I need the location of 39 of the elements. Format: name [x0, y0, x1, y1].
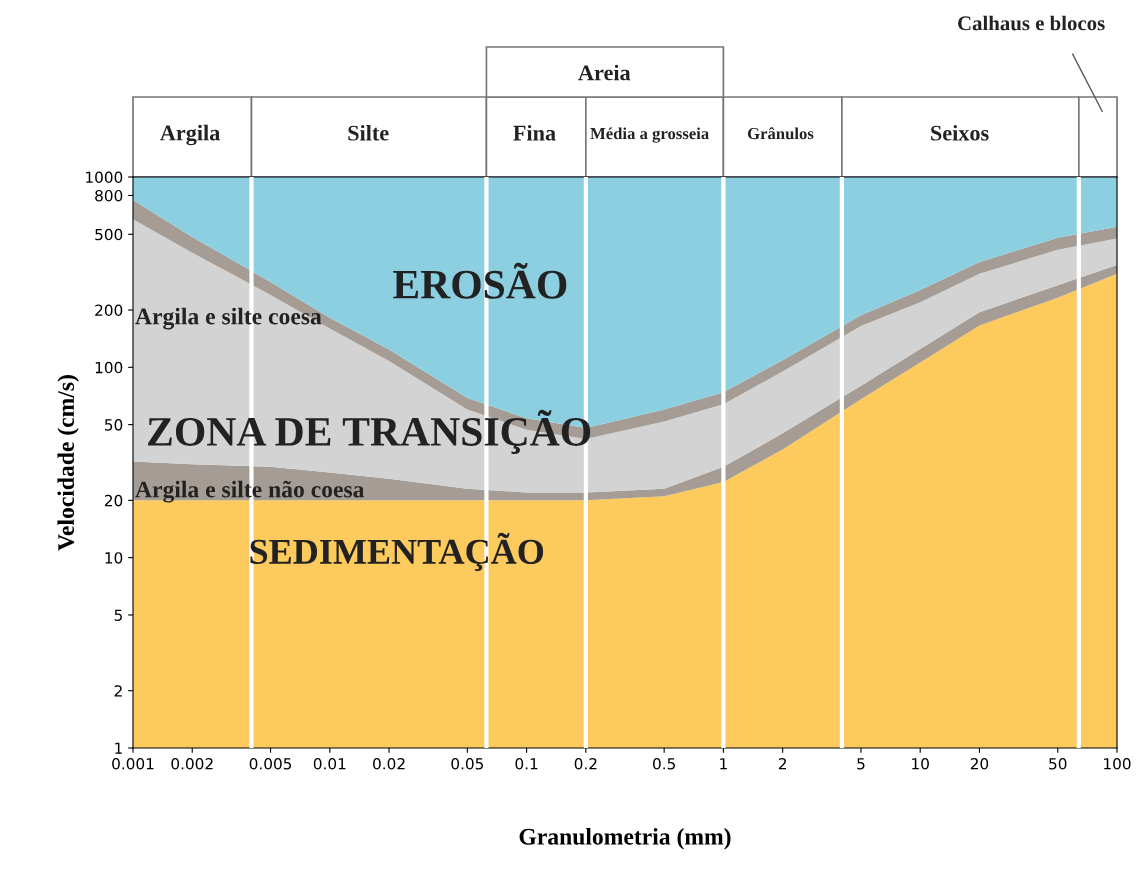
annotation: Argila e silte coesa	[135, 307, 322, 330]
y-tick-label: 800	[95, 189, 123, 202]
y-tick-label: 5	[114, 609, 122, 621]
y-tick-label: 1000	[86, 171, 123, 184]
text: Argila	[160, 124, 220, 146]
x-tick-label: 20	[970, 757, 989, 770]
text: Silte	[348, 124, 389, 141]
x-tick-label: 1	[720, 758, 727, 770]
y-tick-label: 10	[105, 552, 123, 564]
x-tick-label: 5	[857, 758, 865, 770]
text: Grânulos	[747, 127, 814, 140]
text: Calhaus e blocos	[958, 15, 1105, 31]
annotation: ZONA DE TRANSIÇÃO	[148, 409, 591, 455]
x-tick-label: 0.02	[373, 757, 405, 770]
text: Fina	[513, 124, 556, 141]
x-tick-label: 0.002	[171, 757, 213, 770]
x-tick-label: 0.01	[313, 757, 346, 770]
y-tick-label: 2	[114, 685, 122, 697]
x-tick-label: 0.05	[451, 757, 484, 770]
x-tick-label: 0.005	[249, 757, 292, 770]
y-tick-label: 20	[104, 494, 123, 507]
x-tick-label: 0.1	[515, 757, 538, 770]
text: Média a grosseia	[590, 127, 709, 143]
y-tick-label: 500	[95, 228, 123, 241]
x-tick-label: 2	[778, 757, 786, 770]
x-tick-label: 0.001	[112, 757, 154, 770]
x-tick-label: 50	[1049, 757, 1067, 770]
x-tick-label: 0.5	[653, 757, 675, 770]
y-axis-title: Velocidade (cm/s)	[57, 375, 79, 551]
y-tick-label: 200	[95, 304, 123, 317]
x-axis-title: Granulometria (mm)	[519, 828, 731, 850]
text: Seixos	[931, 124, 989, 141]
text: Areia	[578, 64, 631, 81]
x-tick-label: 100	[1104, 757, 1131, 770]
x-tick-label: 10	[912, 757, 929, 770]
y-tick-label: 50	[105, 419, 123, 431]
x-tick-label: 0.2	[574, 757, 597, 770]
y-tick-label: 1	[115, 742, 122, 754]
y-tick-label: 100	[95, 361, 123, 374]
